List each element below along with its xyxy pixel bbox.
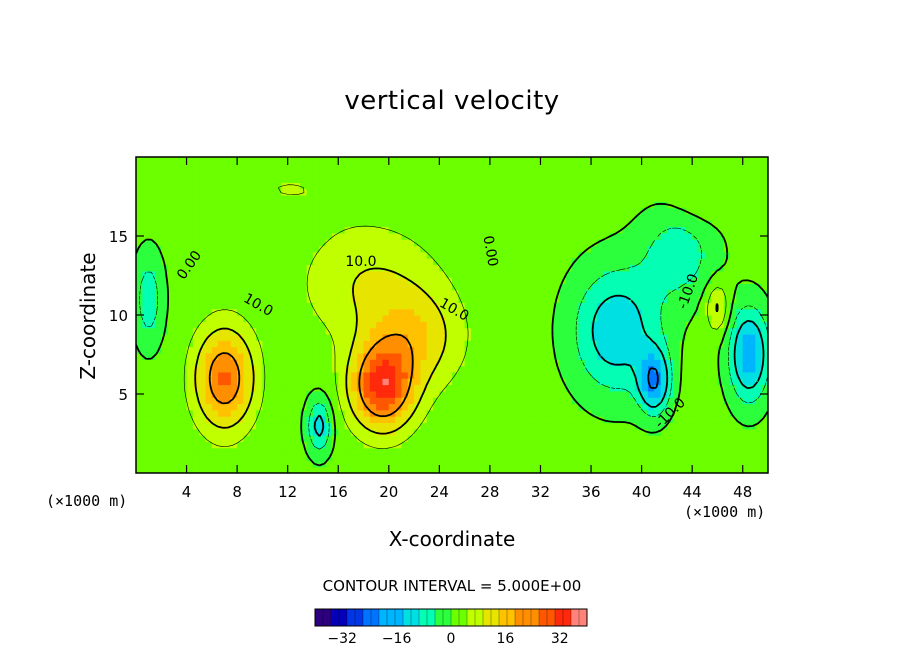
colorbar-tick-label: −32 bbox=[327, 631, 357, 647]
colorbar-swatch bbox=[347, 609, 356, 626]
contour-line bbox=[313, 294, 765, 437]
colorbar-tick-label: 32 bbox=[551, 631, 569, 647]
colorbar-swatch bbox=[499, 609, 508, 626]
colorbar-swatch bbox=[323, 609, 332, 626]
colorbar-swatch bbox=[555, 609, 564, 626]
colorbar-swatch bbox=[419, 609, 428, 626]
colorbar-swatch bbox=[363, 609, 372, 626]
y-tick-label: 5 bbox=[118, 386, 128, 404]
contour-line bbox=[136, 202, 768, 467]
colorbar-tick-label: 0 bbox=[447, 631, 456, 647]
contour-line bbox=[208, 333, 414, 418]
colorbar-swatch bbox=[475, 609, 484, 626]
colorbar-swatch bbox=[459, 609, 468, 626]
contour-line bbox=[183, 184, 727, 449]
y-tick-label: 15 bbox=[109, 228, 128, 246]
colorbar-swatch bbox=[443, 609, 452, 626]
contour-label: 0.00 bbox=[479, 234, 500, 267]
colorbar-tick-label: 16 bbox=[496, 631, 514, 647]
x-tick-label: 12 bbox=[278, 483, 297, 501]
x-axis-label: X-coordinate bbox=[388, 527, 516, 551]
colorbar-swatch bbox=[531, 609, 540, 626]
colorbar-swatch bbox=[507, 609, 516, 626]
colorbar-swatch bbox=[515, 609, 524, 626]
colorbar: −32 −16 0 16 32 bbox=[314, 608, 588, 647]
colorbar-swatch bbox=[395, 609, 404, 626]
contour-interval-text: CONTOUR INTERVAL = 5.000E+00 bbox=[322, 577, 582, 595]
colorbar-swatch bbox=[411, 609, 420, 626]
x-axis: 4 8 12 16 20 24 28 32 36 40 44 48 bbox=[182, 157, 752, 501]
x-tick-label: 28 bbox=[480, 483, 499, 501]
x-unit-label-left: (×1000 m) bbox=[46, 492, 128, 510]
x-tick-label: 20 bbox=[379, 483, 398, 501]
colorbar-swatch bbox=[371, 609, 380, 626]
contour-line bbox=[194, 267, 719, 435]
colorbar-swatch bbox=[451, 609, 460, 626]
contour-line bbox=[139, 227, 768, 450]
colorbar-swatch bbox=[355, 609, 364, 626]
colorbar-swatch bbox=[387, 609, 396, 626]
contour-label: 10.0 bbox=[345, 254, 376, 270]
y-axis: 5 10 15 bbox=[109, 228, 768, 404]
colorbar-swatch bbox=[427, 609, 436, 626]
x-tick-label: 40 bbox=[632, 483, 651, 501]
colorbar-swatch bbox=[467, 609, 476, 626]
colorbar-swatch bbox=[315, 609, 324, 626]
chart-title: vertical velocity bbox=[344, 86, 560, 116]
colorbar-swatch bbox=[571, 609, 580, 626]
contour-lines bbox=[136, 184, 768, 467]
colorbar-swatch bbox=[435, 609, 444, 626]
x-tick-label: 32 bbox=[531, 483, 550, 501]
x-tick-label: 4 bbox=[182, 483, 192, 501]
x-tick-label: 36 bbox=[581, 483, 600, 501]
colorbar-swatch bbox=[483, 609, 492, 626]
colorbar-tick-label: −16 bbox=[382, 631, 412, 647]
y-tick-label: 10 bbox=[109, 307, 128, 325]
colorbar-swatch bbox=[523, 609, 532, 626]
colorbar-swatch bbox=[579, 609, 588, 626]
x-tick-label: 16 bbox=[329, 483, 348, 501]
y-axis-label: Z-coordinate bbox=[76, 252, 100, 380]
colorbar-swatch bbox=[331, 609, 340, 626]
contour-line bbox=[647, 367, 659, 389]
colorbar-swatch bbox=[403, 609, 412, 626]
x-tick-label: 8 bbox=[232, 483, 242, 501]
x-tick-label: 24 bbox=[430, 483, 449, 501]
x-unit-label-right: (×1000 m) bbox=[684, 503, 766, 521]
colorbar-swatch bbox=[339, 609, 348, 626]
velocity-field bbox=[136, 157, 768, 473]
colorbar-swatch bbox=[491, 609, 500, 626]
colorbar-swatch bbox=[563, 609, 572, 626]
x-tick-label: 44 bbox=[683, 483, 702, 501]
x-tick-label: 48 bbox=[733, 483, 752, 501]
colorbar-swatch bbox=[547, 609, 556, 626]
colorbar-swatch bbox=[379, 609, 388, 626]
colorbar-swatch bbox=[539, 609, 548, 626]
colorbar-frame bbox=[314, 608, 588, 627]
